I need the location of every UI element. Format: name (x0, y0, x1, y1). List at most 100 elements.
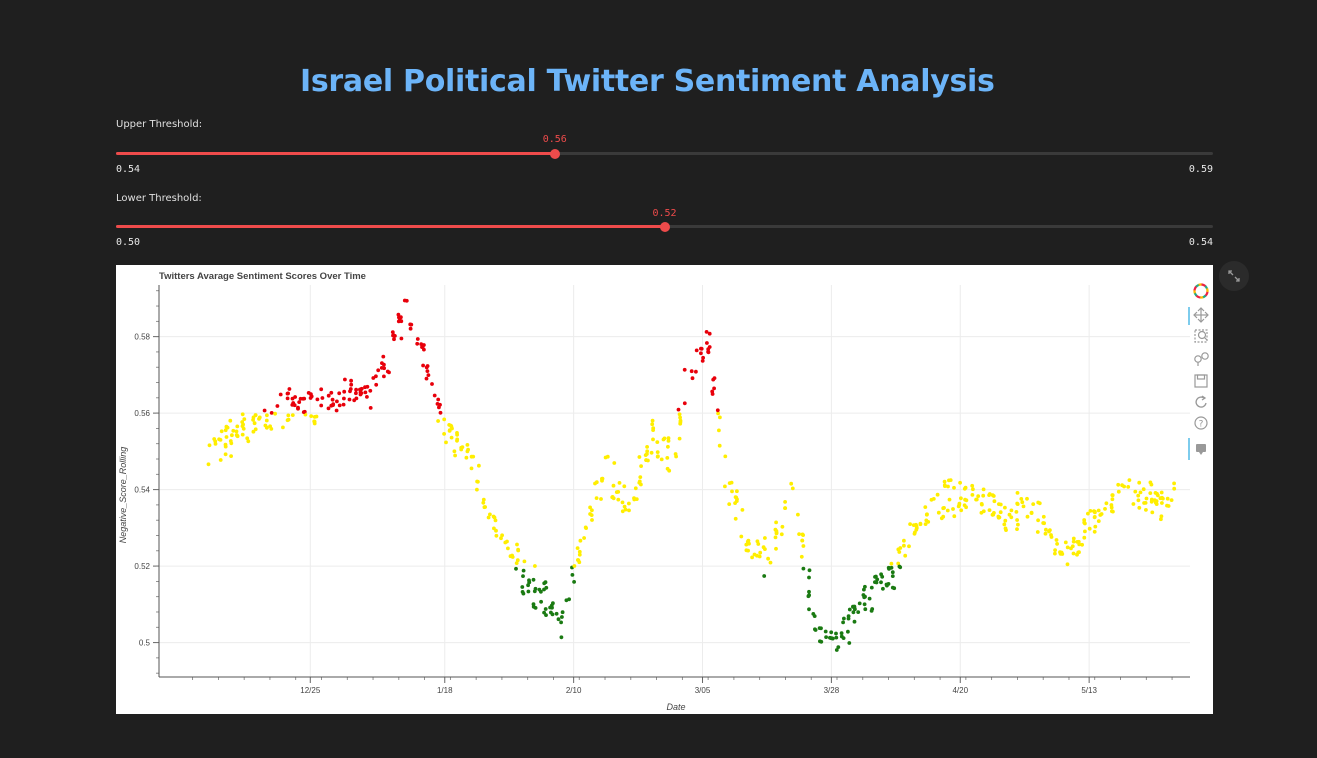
data-point (218, 438, 223, 442)
data-point (834, 631, 838, 636)
hover-tool-icon[interactable] (1196, 444, 1206, 455)
data-point (278, 392, 283, 397)
data-point (666, 436, 671, 441)
upper-threshold-track[interactable] (116, 148, 1213, 159)
data-point (382, 374, 386, 379)
data-point (947, 478, 951, 483)
data-point (863, 607, 868, 612)
data-point (829, 630, 834, 635)
data-point (1086, 511, 1090, 516)
data-point (1131, 502, 1136, 506)
data-point (869, 585, 874, 590)
data-point (807, 589, 811, 594)
data-point (1071, 551, 1076, 556)
wheel-zoom-tool-icon[interactable] (1194, 352, 1209, 366)
data-point (397, 315, 401, 320)
data-point (320, 396, 325, 400)
data-point (1047, 529, 1051, 534)
data-point (352, 398, 357, 403)
data-point (379, 366, 384, 370)
data-point (1172, 486, 1177, 491)
data-point (959, 496, 963, 501)
y-tick-label: 0.54 (134, 486, 150, 495)
data-point (801, 544, 806, 548)
data-point (264, 425, 269, 430)
data-point (570, 573, 575, 577)
data-point (852, 605, 857, 610)
box-zoom-tool-icon[interactable] (1194, 329, 1208, 343)
data-point (326, 393, 331, 398)
data-point (240, 420, 245, 424)
data-point (269, 427, 274, 431)
lower-threshold-track[interactable] (116, 221, 1213, 232)
data-point (627, 508, 631, 513)
fullscreen-button[interactable] (1219, 261, 1249, 291)
data-point (252, 421, 257, 426)
data-point (733, 501, 737, 505)
data-point (520, 585, 525, 589)
lower-threshold-handle[interactable] (659, 221, 670, 232)
data-point (862, 602, 867, 607)
data-point (946, 484, 950, 489)
data-point (1133, 489, 1138, 494)
data-point (376, 368, 381, 373)
pan-tool-icon[interactable] (1193, 307, 1209, 323)
data-point (421, 363, 425, 368)
data-point (704, 330, 709, 334)
data-point (342, 396, 346, 401)
bokeh-logo-icon[interactable] (1193, 283, 1209, 299)
data-point (1003, 518, 1008, 523)
data-point (349, 378, 353, 383)
data-point (514, 566, 518, 571)
data-point (997, 502, 1001, 506)
data-point (432, 393, 437, 398)
data-point (374, 382, 379, 387)
data-point (354, 391, 358, 396)
data-point (436, 419, 440, 423)
data-point (662, 436, 667, 441)
data-point (1025, 496, 1029, 501)
data-point (990, 512, 995, 517)
data-point (1029, 510, 1034, 515)
data-point (768, 560, 773, 565)
data-point (1092, 529, 1097, 534)
data-point (723, 454, 728, 459)
data-point (890, 574, 895, 578)
data-point (1053, 548, 1057, 552)
data-point (391, 333, 395, 338)
data-point (897, 564, 902, 569)
data-point (493, 518, 498, 523)
data-point (976, 494, 981, 498)
data-point (1031, 502, 1036, 506)
x-tick-label: 1/18 (437, 686, 453, 695)
save-tool-icon[interactable] (1194, 374, 1208, 388)
data-point (491, 514, 496, 519)
data-point (959, 508, 964, 513)
reset-tool-icon[interactable] (1195, 395, 1207, 408)
help-tool-icon[interactable]: ? (1194, 416, 1208, 430)
data-point (907, 544, 911, 549)
data-point (1082, 518, 1087, 522)
data-point (296, 406, 300, 411)
data-point (939, 516, 944, 521)
data-point (365, 395, 369, 399)
data-point (729, 480, 734, 485)
data-point (368, 406, 373, 410)
data-point (755, 553, 759, 558)
data-point (875, 577, 880, 582)
data-point (285, 418, 290, 423)
y-tick-label: 0.58 (134, 333, 150, 342)
data-point (823, 629, 828, 634)
y-tick-label: 0.56 (134, 409, 150, 418)
data-point (223, 442, 228, 447)
data-point (1093, 524, 1098, 529)
upper-threshold-handle[interactable] (549, 148, 560, 159)
data-point (1092, 515, 1097, 520)
data-point (245, 436, 250, 441)
lower-threshold-slider: Lower Threshold: 0.52 0.50 0.54 (116, 192, 1213, 254)
data-point (577, 552, 582, 557)
data-point (715, 408, 720, 413)
data-point (1002, 522, 1007, 527)
data-point (651, 437, 655, 442)
data-point (426, 373, 431, 377)
